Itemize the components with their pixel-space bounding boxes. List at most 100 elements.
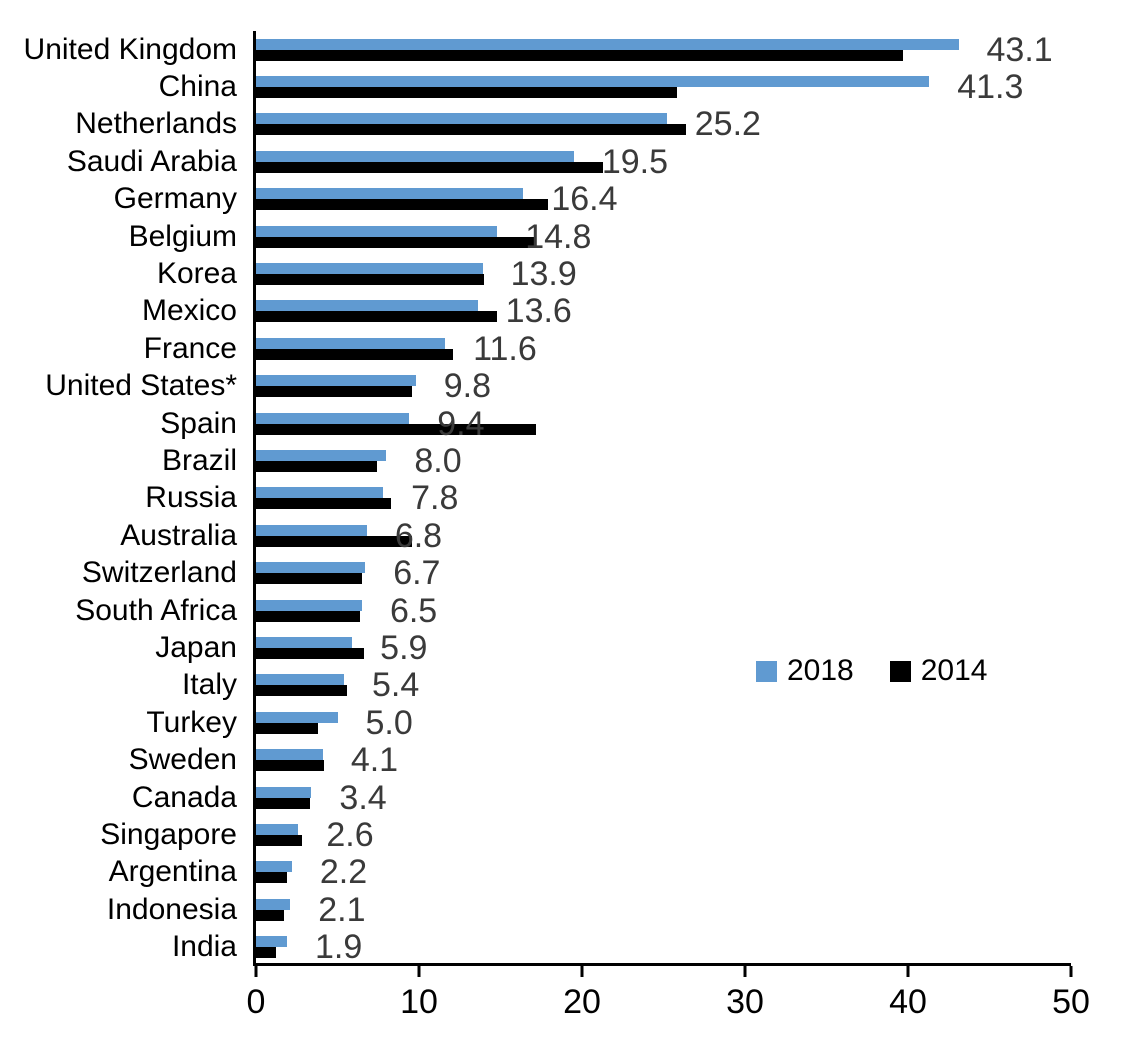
- bar-row: 4.1: [256, 741, 1071, 778]
- bar-row: 43.1: [256, 31, 1071, 68]
- legend-label-2018: 2018: [787, 654, 854, 687]
- value-label: 19.5: [601, 142, 669, 181]
- category-label: Brazil: [161, 443, 237, 477]
- bar-2014: [256, 573, 362, 585]
- bar-2014: [256, 49, 904, 61]
- category-label: Russia: [145, 481, 237, 515]
- category-label: Italy: [181, 668, 237, 702]
- category-label: Australia: [120, 518, 237, 552]
- bar-2014: [256, 947, 276, 959]
- bar-2014: [256, 161, 604, 173]
- category-label: Turkey: [146, 705, 237, 739]
- category-label: United States*: [45, 369, 237, 403]
- bar-2014: [256, 535, 413, 547]
- bar-2014: [256, 87, 677, 99]
- bar-2014: [256, 872, 287, 884]
- category-label: India: [171, 930, 237, 964]
- bar-2018: [256, 823, 299, 835]
- bar-2018: [256, 599, 362, 611]
- bar-2014: [256, 498, 392, 510]
- value-label: 2.6: [326, 815, 374, 854]
- category-label: Korea: [156, 257, 237, 291]
- legend: 2018 2014: [756, 656, 988, 686]
- bar-row: 6.5: [256, 592, 1071, 629]
- bar-2018: [256, 375, 416, 387]
- bar-row: 1.9: [256, 928, 1071, 965]
- bar-2014: [256, 460, 377, 472]
- bar-row: 16.4: [256, 181, 1071, 218]
- bar-row: 9.4: [256, 405, 1071, 442]
- value-label: 14.8: [525, 217, 592, 256]
- plot-area: 43.1 41.3 25.2 19.5 16.4 14.8 13.9 13.6 11.6 9.8 9…: [247, 31, 1090, 1019]
- bar-2014: [256, 685, 348, 697]
- category-label: Belgium: [128, 219, 237, 253]
- bar-2014: [256, 311, 498, 323]
- value-label: 6.8: [394, 516, 443, 555]
- value-label: 5.9: [380, 628, 428, 667]
- bar-2014: [256, 610, 361, 622]
- bar-2018: [256, 300, 478, 312]
- category-label: Singapore: [100, 817, 237, 851]
- bar-row: 2.2: [256, 854, 1071, 891]
- x-tick-mark: [580, 966, 584, 977]
- bar-2018: [256, 562, 366, 574]
- bar-row: 5.4: [256, 667, 1071, 704]
- category-label: Sweden: [128, 743, 237, 777]
- category-label: Saudi Arabia: [66, 144, 237, 178]
- bar-2018: [256, 524, 367, 536]
- x-tick-label: 20: [563, 983, 601, 1021]
- bar-2014: [256, 423, 537, 435]
- bar-row: 41.3: [256, 68, 1071, 105]
- x-tick-label: 50: [1052, 983, 1090, 1021]
- category-label: Argentina: [108, 855, 237, 889]
- value-label: 25.2: [694, 105, 761, 144]
- value-label: 4.1: [350, 741, 399, 780]
- value-label: 11.6: [473, 329, 537, 368]
- legend-swatch-2018: [756, 660, 777, 682]
- bar-row: 2.6: [256, 816, 1071, 853]
- bar-2018: [256, 861, 292, 873]
- value-label: 6.7: [393, 554, 441, 593]
- category-label: Canada: [131, 780, 237, 814]
- value-label: 2.2: [319, 853, 368, 892]
- bar-2018: [256, 786, 312, 798]
- bar-2014: [256, 386, 413, 398]
- legend-item-2014: 2014: [889, 656, 988, 686]
- category-label: France: [143, 331, 237, 365]
- category-label: China: [158, 70, 237, 104]
- bar-2018: [256, 487, 384, 499]
- bar-2018: [256, 636, 353, 648]
- bar-2014: [256, 124, 687, 136]
- category-label: South Africa: [75, 593, 237, 627]
- value-label: 9.4: [437, 404, 485, 443]
- category-label: Japan: [155, 630, 237, 664]
- legend-swatch-2014: [889, 660, 911, 682]
- bar-2014: [256, 199, 548, 211]
- bar-2018: [256, 150, 574, 162]
- x-tick-mark: [254, 966, 258, 977]
- bar-2018: [256, 113, 667, 125]
- value-label: 43.1: [986, 30, 1053, 69]
- bar-row: 9.8: [256, 368, 1071, 405]
- x-tick-mark: [417, 966, 421, 977]
- value-label: 16.4: [551, 180, 618, 219]
- category-label: United Kingdom: [23, 32, 237, 66]
- bar-row: 11.6: [256, 330, 1071, 367]
- bar-2014: [256, 647, 364, 659]
- bar-row: 8.0: [256, 442, 1071, 479]
- bar-row: 6.7: [256, 554, 1071, 591]
- bar-2018: [256, 898, 291, 910]
- value-label: 41.3: [957, 68, 1024, 107]
- category-label: Mexico: [141, 294, 237, 328]
- bar-2018: [256, 936, 287, 948]
- value-label: 6.5: [389, 591, 438, 630]
- x-tick-mark: [906, 966, 910, 977]
- bar-2018: [256, 337, 446, 349]
- bar-2014: [256, 236, 537, 248]
- bar-row: 13.6: [256, 293, 1071, 330]
- bar-row: 3.4: [256, 779, 1071, 816]
- category-label: Switzerland: [81, 556, 237, 590]
- x-tick-label: 30: [726, 983, 764, 1021]
- bar-row: 6.8: [256, 517, 1071, 554]
